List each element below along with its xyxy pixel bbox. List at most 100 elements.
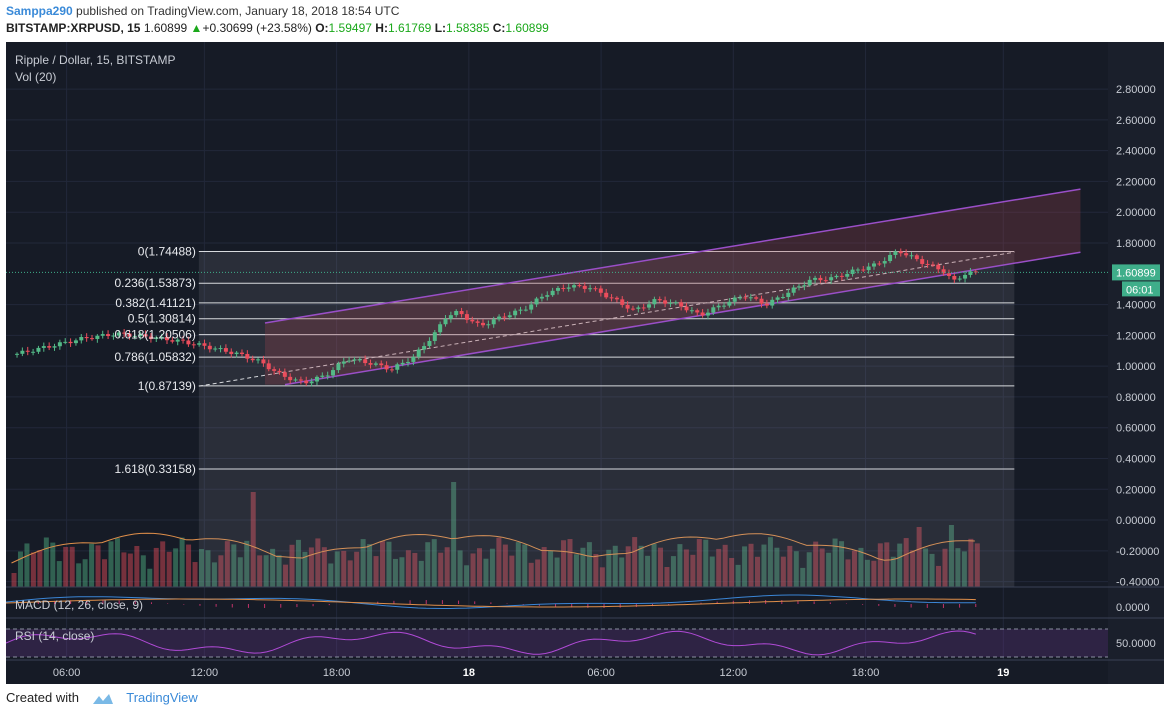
candle-body — [159, 336, 164, 338]
price-axis[interactable]: 2.80000 2.60000 2.40000 2.20000 2.00000 1.800… — [6, 84, 1160, 589]
candle-body — [411, 356, 416, 362]
high-label: H: — [375, 21, 388, 35]
low-label: L: — [434, 21, 447, 35]
volume-bar — [929, 553, 935, 587]
candle-body — [138, 334, 143, 337]
candle-body — [743, 297, 748, 299]
volume-bar — [412, 552, 418, 587]
candle-body — [15, 353, 20, 355]
volume-bar — [664, 567, 670, 587]
volume-bar — [11, 573, 17, 587]
candle-body — [941, 269, 946, 274]
volume-bar — [774, 547, 780, 587]
price-chart-svg[interactable]: 0(1.74488) 0.236(1.53873) 0.382(1.41121) 0.… — [5, 42, 1164, 684]
candle-body — [582, 285, 587, 289]
volume-bar — [910, 550, 916, 587]
volume-bar — [140, 555, 146, 587]
candle-body — [791, 287, 796, 293]
volume-bar — [509, 555, 515, 587]
candle-body — [95, 335, 100, 339]
price-tick-label: 2.20000 — [1116, 176, 1156, 188]
volume-bar — [813, 541, 819, 587]
candle-body — [577, 285, 582, 287]
fib-level-label: 0.382(1.41121) — [115, 296, 196, 310]
candle-body — [341, 361, 346, 364]
volume-bar — [489, 548, 495, 587]
candle-body — [598, 288, 603, 293]
volume-bar — [470, 553, 476, 587]
volume-bar — [586, 542, 592, 587]
candle-body — [480, 322, 485, 326]
volume-bar — [522, 544, 528, 587]
candle-body — [652, 299, 657, 305]
candle-body — [363, 359, 368, 364]
candle-body — [497, 316, 502, 320]
candle-body — [266, 363, 271, 370]
volume-label: Vol (20) — [15, 70, 56, 84]
time-tick-label: 18:00 — [852, 667, 880, 679]
candle-body — [684, 306, 689, 311]
countdown-label: 06:01 — [1126, 284, 1154, 296]
candle-body — [325, 375, 330, 377]
fib-level-label: 0.786(1.05832) — [114, 350, 195, 364]
candle-body — [154, 337, 159, 339]
volume-bar — [767, 537, 773, 587]
volume-bar — [561, 540, 567, 587]
candle-body — [207, 345, 212, 350]
chart-background — [6, 42, 1164, 684]
candle-body — [641, 307, 646, 309]
open-label: O: — [315, 21, 329, 35]
candle-body — [759, 298, 764, 304]
volume-bar — [56, 561, 62, 587]
tradingview-link[interactable]: TradingView — [126, 690, 198, 705]
candle-body — [389, 369, 394, 371]
candle-body — [373, 363, 378, 365]
fib-level-label: 0.618(1.20506) — [114, 328, 195, 342]
volume-bar — [690, 554, 696, 587]
candle-body — [288, 376, 293, 381]
volume-bar — [354, 551, 360, 587]
candle-body — [802, 285, 807, 287]
chart-area[interactable]: 0(1.74488) 0.236(1.53873) 0.382(1.41121) 0.… — [5, 42, 1164, 684]
volume-bar — [198, 548, 204, 587]
time-tick-label: 19 — [997, 667, 1009, 679]
candle-body — [384, 365, 389, 370]
candle-body — [357, 359, 362, 361]
candle-body — [700, 312, 705, 316]
volume-bar — [625, 546, 631, 587]
candle-body — [663, 300, 668, 304]
candle-body — [261, 359, 266, 364]
candle-body — [630, 308, 635, 310]
candle-body — [625, 304, 630, 309]
volume-bar — [237, 557, 243, 587]
time-tick-label: 18 — [463, 667, 475, 679]
candle-body — [534, 298, 539, 305]
candle-body — [68, 341, 73, 344]
volume-bar — [431, 539, 437, 587]
candle-body — [175, 339, 180, 342]
volume-bar — [787, 545, 793, 587]
rsi-tick-label: 50.0000 — [1116, 638, 1156, 650]
candle-body — [877, 263, 882, 265]
volume-bar — [95, 545, 101, 587]
candle-body — [52, 346, 57, 348]
volume-bar — [916, 527, 922, 587]
candle-body — [116, 332, 121, 336]
volume-bar — [334, 551, 340, 587]
candle-body — [839, 275, 844, 277]
author-link[interactable]: Samppa290 — [6, 4, 73, 18]
price-tick-label: 0.20000 — [1116, 484, 1156, 496]
volume-bar — [502, 544, 508, 587]
volume-bar — [729, 557, 735, 587]
fib-level-label: 1.618(0.33158) — [114, 462, 195, 476]
volume-bar — [76, 563, 82, 587]
candle-body — [336, 363, 341, 371]
time-axis[interactable]: 06:00 12:00 18:00 18 06:00 12:00 18:00 19 — [53, 667, 1010, 679]
candle-body — [957, 278, 962, 280]
candle-body — [604, 292, 609, 298]
candle-body — [614, 297, 619, 300]
time-tick-label: 06:00 — [53, 667, 81, 679]
publish-info: published on TradingView.com, January 18… — [76, 4, 400, 18]
volume-bar — [218, 555, 224, 587]
macd-signal-line — [5, 598, 976, 608]
